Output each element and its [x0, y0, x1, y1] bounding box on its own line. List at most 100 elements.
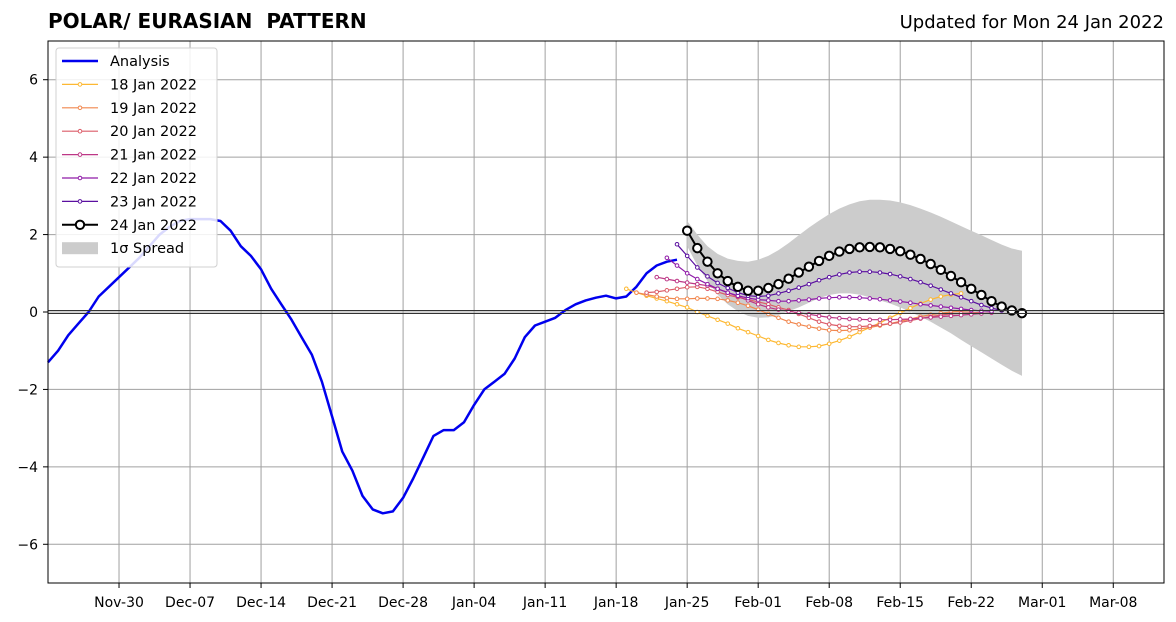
forecast-point	[654, 289, 660, 295]
legend: Analysis 18 Jan 2022 19 Jan 2022 20 Jan 202…	[55, 47, 218, 268]
x-tick-label: Mar-08	[1089, 595, 1137, 611]
forecast-point	[684, 253, 690, 259]
forecast-point	[776, 298, 781, 304]
forecast-point	[681, 225, 693, 236]
x-tick-label: Jan-11	[522, 595, 567, 611]
forecast-point	[887, 271, 893, 277]
forecast-point	[796, 310, 802, 316]
forecast-point	[824, 250, 835, 262]
y-tick-label: 6	[29, 73, 38, 89]
forecast-point	[816, 326, 822, 331]
forecast-point	[996, 301, 1007, 312]
forecast-point	[986, 295, 997, 307]
forecast-point	[908, 300, 913, 306]
forecast-point	[796, 285, 802, 290]
series-forecast	[681, 225, 1028, 319]
forecast-point	[837, 328, 842, 333]
forecast-point	[776, 291, 781, 296]
x-tick-label: Jan-18	[593, 595, 638, 611]
legend-marker	[77, 152, 83, 157]
forecast-point	[664, 255, 670, 261]
legend-patch	[62, 242, 98, 255]
forecast-point	[857, 269, 862, 275]
forecast-point	[857, 295, 862, 300]
forecast-point	[887, 298, 893, 303]
forecast-point	[844, 243, 855, 255]
forecast-point	[725, 321, 731, 326]
series-forecast	[674, 241, 1004, 313]
forecast-point	[806, 281, 812, 287]
forecast-point	[766, 337, 771, 343]
forecast-line	[656, 276, 992, 321]
forecast-point	[796, 298, 802, 303]
forecast-point	[826, 315, 832, 320]
forecast-point	[847, 270, 852, 275]
forecast-point	[715, 317, 720, 323]
legend-marker	[77, 199, 83, 204]
forecast-point	[674, 286, 680, 292]
forecast-point	[705, 274, 710, 279]
forecast-point	[854, 242, 865, 253]
forecast-point	[958, 291, 964, 296]
forecast-point	[684, 270, 690, 276]
forecast-point	[935, 264, 946, 276]
spread-band	[687, 199, 1022, 376]
forecast-point	[715, 286, 720, 292]
forecast-point	[715, 296, 720, 302]
forecast-point	[644, 290, 649, 295]
forecast-point	[786, 319, 791, 324]
forecast-point	[877, 317, 883, 323]
x-tick-label: Feb-01	[734, 595, 782, 611]
y-tick-label: −4	[17, 460, 38, 476]
forecast-point	[705, 313, 710, 319]
y-tick-label: 0	[29, 305, 38, 321]
y-axis-ticks: −6 −4 −2 0 2 4 6	[17, 73, 48, 553]
forecast-point	[884, 243, 896, 255]
forecast-point	[702, 256, 713, 267]
forecast-point	[816, 313, 822, 319]
forecast-point	[976, 289, 987, 301]
forecast-point	[745, 303, 751, 309]
forecast-point	[925, 258, 936, 270]
forecast-point	[674, 241, 680, 247]
forecast-point	[918, 279, 923, 285]
legend-marker	[77, 128, 83, 134]
forecast-point	[826, 341, 832, 347]
forecast-point	[908, 305, 913, 311]
forecast-point	[837, 272, 842, 277]
zero-line	[48, 310, 1164, 314]
forecast-point	[766, 305, 771, 310]
x-tick-label: Nov-30	[94, 595, 144, 611]
forecast-point	[674, 278, 680, 284]
forecast-point	[742, 285, 754, 296]
legend-marker	[74, 219, 86, 231]
forecast-point	[664, 288, 670, 293]
forecast-point	[732, 281, 744, 293]
forecast-point	[979, 302, 984, 308]
forecast-point	[715, 280, 720, 286]
legend-label: Analysis	[110, 54, 170, 70]
forecast-point	[837, 338, 842, 343]
forecast-point	[783, 273, 794, 284]
forecast-point	[664, 276, 670, 282]
forecast-point	[955, 276, 967, 288]
forecast-point	[806, 344, 812, 350]
legend-marker	[77, 175, 83, 181]
forecast-point	[806, 324, 812, 330]
forecast-point	[695, 296, 700, 301]
forecast-point	[826, 274, 832, 280]
forecast-point	[786, 308, 791, 314]
forecast-point	[725, 290, 731, 295]
forecast-point	[654, 294, 660, 299]
forecast-point	[776, 340, 781, 346]
forecast-point	[695, 276, 700, 282]
forecast-point	[735, 300, 741, 306]
forecast-point	[674, 301, 680, 307]
x-tick-label: Dec-14	[236, 595, 286, 611]
forecast-point	[918, 301, 923, 307]
forecast-point	[684, 305, 690, 310]
forecast-point	[674, 296, 680, 302]
forecast-point	[684, 284, 690, 290]
forecast-point	[786, 288, 791, 294]
forecast-point	[897, 317, 903, 322]
